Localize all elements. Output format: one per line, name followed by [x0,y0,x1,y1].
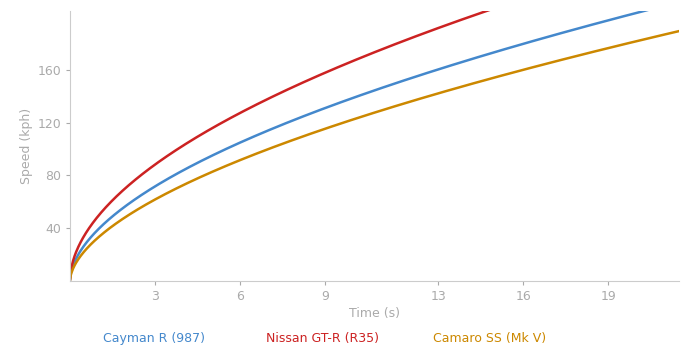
Text: Nissan GT-R (R35): Nissan GT-R (R35) [265,332,379,345]
Text: Cayman R (987): Cayman R (987) [103,332,205,345]
X-axis label: Time (s): Time (s) [349,307,400,320]
Y-axis label: Speed (kph): Speed (kph) [20,108,33,184]
Text: Camaro SS (Mk V): Camaro SS (Mk V) [433,332,547,345]
